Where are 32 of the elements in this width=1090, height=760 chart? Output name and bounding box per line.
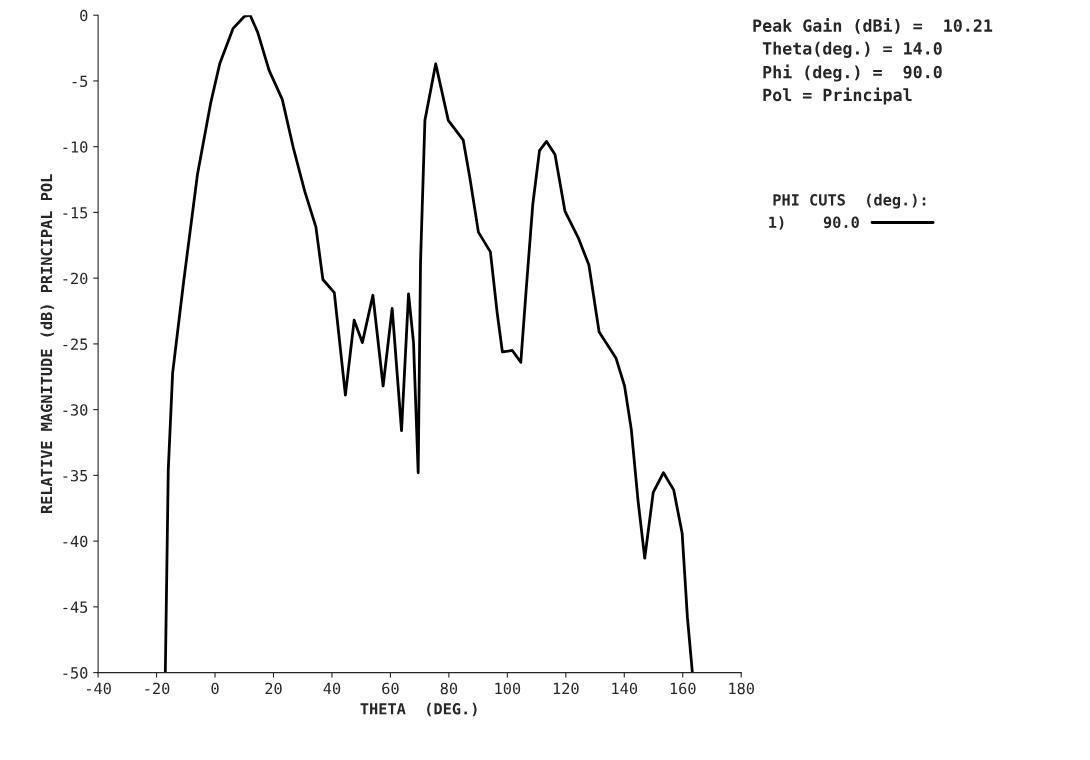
x-tick-label: 80 <box>440 682 458 695</box>
text: Theta(deg.) = 14.0 <box>762 41 942 58</box>
y-tick-label: -30 <box>63 404 88 416</box>
text: Peak Gain (dBi) = 10.21 <box>753 18 993 34</box>
text: Phi (deg.) = 90.0 <box>763 64 942 82</box>
line-series <box>163 15 694 673</box>
y-tick-label: -35 <box>63 469 88 482</box>
y-tick-label: -10 <box>63 141 88 153</box>
x-tick-label: 120 <box>553 682 579 695</box>
x-tick-label: 40 <box>323 682 341 695</box>
y-tick-label: -50 <box>63 667 88 679</box>
y-tick-label: -5 <box>72 75 88 87</box>
x-tick-label: 160 <box>670 682 696 695</box>
y-tick-label: -15 <box>63 207 88 219</box>
x-tick-label: -20 <box>145 682 170 695</box>
x-tick-label: 0 <box>211 682 219 695</box>
y-tick-label: -20 <box>63 272 88 285</box>
x-tick-label: -40 <box>86 682 111 695</box>
text: Pol = Principal <box>763 87 912 105</box>
x-tick-label: 60 <box>382 682 399 695</box>
y-tick-label: -45 <box>63 601 88 613</box>
x-tick-label: 180 <box>729 682 755 695</box>
y-tick-label: -40 <box>63 535 88 548</box>
x-tick-label: 140 <box>612 682 638 695</box>
y-axis-title: RELATIVE MAGNITUDE (dB) PRINCIPAL POL <box>40 174 55 514</box>
legend-title: PHI CUTS (deg.): <box>773 193 926 209</box>
legend-label: 1) 90.0 <box>769 216 859 230</box>
x-tick-label: 20 <box>265 682 282 695</box>
y-tick-label: -25 <box>63 338 88 350</box>
x-tick-label: 100 <box>495 682 521 695</box>
x-axis-title: THETA (DEG.) <box>360 702 477 717</box>
y-tick-label: 0 <box>80 9 88 22</box>
